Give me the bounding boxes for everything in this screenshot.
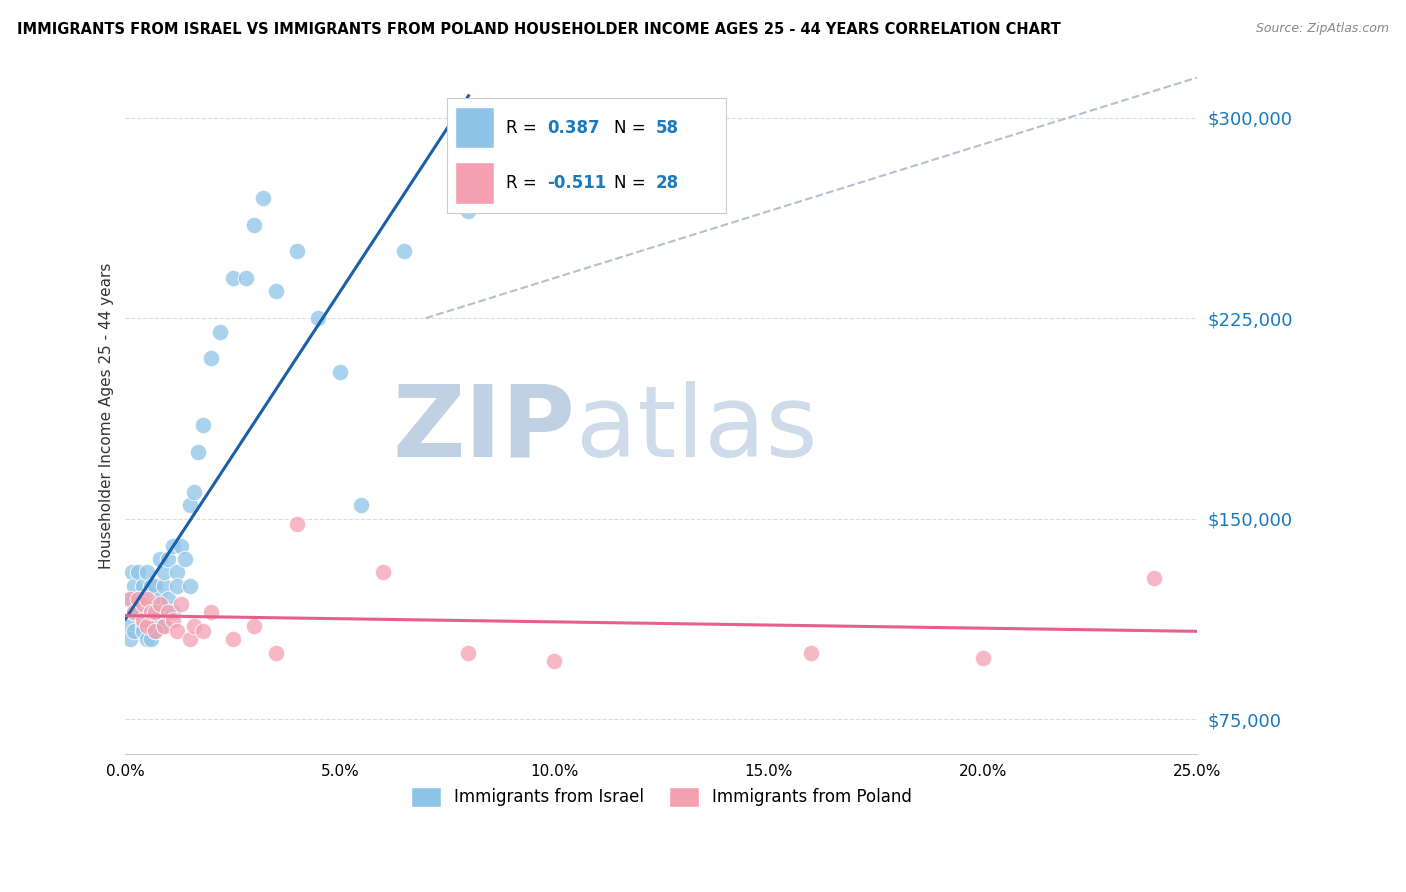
Point (179, 499, 201, 513)
Point (235, 271, 257, 285)
Point (149, 592, 172, 607)
Point (183, 619, 205, 633)
Point (157, 606, 180, 620)
Point (117, 619, 139, 633)
Point (543, 654, 565, 668)
Point (157, 592, 180, 607)
Point (157, 552, 180, 566)
Point (118, 592, 141, 607)
Point (122, 624, 145, 639)
Point (141, 606, 163, 620)
Point (221, 271, 243, 285)
Point (200, 606, 222, 620)
Point (166, 579, 188, 593)
Point (243, 619, 266, 633)
Point (350, 499, 373, 513)
Text: ZIP: ZIP (392, 381, 575, 478)
Point (145, 606, 167, 620)
Point (127, 566, 149, 580)
Point (145, 624, 167, 639)
Point (162, 539, 184, 553)
Point (208, 325, 231, 339)
Point (135, 632, 157, 647)
Point (166, 624, 188, 639)
Point (153, 579, 176, 593)
Point (264, 646, 287, 660)
Point (264, 285, 287, 299)
Point (1143, 571, 1166, 585)
Point (329, 365, 352, 379)
Point (307, 311, 329, 326)
Point (972, 651, 994, 665)
Point (127, 592, 149, 607)
Point (131, 592, 153, 607)
Point (371, 566, 394, 580)
Point (131, 624, 153, 639)
Point (179, 632, 201, 647)
Point (162, 614, 184, 628)
Text: IMMIGRANTS FROM ISRAEL VS IMMIGRANTS FROM POLAND HOUSEHOLDER INCOME AGES 25 - 44: IMMIGRANTS FROM ISRAEL VS IMMIGRANTS FRO… (17, 22, 1060, 37)
Point (174, 552, 197, 566)
Point (135, 592, 157, 607)
Point (166, 566, 188, 580)
Point (149, 606, 172, 620)
Point (191, 418, 214, 433)
Point (252, 191, 274, 205)
Point (141, 619, 163, 633)
Point (221, 632, 243, 647)
Point (153, 619, 176, 633)
Point (135, 619, 157, 633)
Point (145, 614, 167, 628)
Point (457, 646, 479, 660)
Point (243, 218, 266, 232)
Point (135, 606, 157, 620)
Point (153, 566, 176, 580)
Y-axis label: Householder Income Ages 25 - 44 years: Householder Income Ages 25 - 44 years (100, 262, 114, 569)
Point (135, 592, 157, 607)
Point (127, 606, 149, 620)
Point (170, 598, 193, 612)
Point (149, 552, 172, 566)
Point (145, 624, 167, 639)
Point (131, 614, 153, 628)
Point (145, 598, 167, 612)
Point (131, 598, 153, 612)
Point (118, 592, 141, 607)
Point (285, 244, 308, 259)
Point (141, 579, 163, 593)
Point (121, 566, 143, 580)
Legend: Immigrants from Israel, Immigrants from Poland: Immigrants from Israel, Immigrants from … (404, 780, 920, 814)
Point (135, 566, 157, 580)
Point (122, 579, 145, 593)
Point (392, 244, 415, 259)
Point (191, 624, 214, 639)
Point (162, 606, 184, 620)
Point (457, 204, 479, 219)
Point (170, 539, 193, 553)
Point (285, 517, 308, 532)
Point (127, 592, 149, 607)
Text: Source: ZipAtlas.com: Source: ZipAtlas.com (1256, 22, 1389, 36)
Point (122, 606, 145, 620)
Point (183, 485, 205, 500)
Point (131, 579, 153, 593)
Point (141, 632, 163, 647)
Point (145, 579, 167, 593)
Point (800, 646, 823, 660)
Point (153, 619, 176, 633)
Point (187, 445, 209, 459)
Text: atlas: atlas (575, 381, 817, 478)
Point (200, 351, 222, 366)
Point (141, 606, 163, 620)
Point (149, 598, 172, 612)
Point (179, 579, 201, 593)
Point (118, 632, 141, 647)
Point (131, 619, 153, 633)
Point (122, 606, 145, 620)
